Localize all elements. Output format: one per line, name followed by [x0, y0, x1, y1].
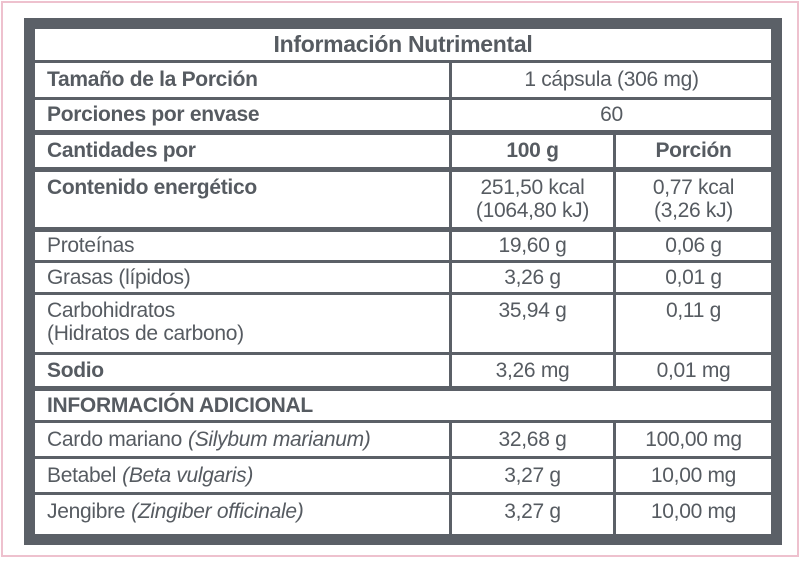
servings-per-container-label: Porciones por envase	[47, 103, 260, 126]
ginger-label: Jengibre (Zingiber officinale)	[35, 495, 449, 524]
ginger-per-portion-value: 10,00 mg	[613, 495, 771, 534]
column-headers-row: Cantidades por 100 g Porción	[35, 130, 771, 167]
beet-row: Betabel (Beta vulgaris) 3,27 g 10,00 mg	[35, 456, 771, 492]
fat-per-100g-value: 3,26 g	[449, 263, 613, 292]
additional-info-header: INFORMACIÓN ADICIONAL	[47, 393, 313, 417]
fat-label: Grasas (lípidos)	[47, 265, 191, 289]
carbohydrates-label-line1: Carbohidratos	[47, 299, 176, 322]
energy-per-100g-kcal: 251,50 kcal	[480, 176, 585, 199]
serving-size-row: Tamaño de la Porción 1 cápsula (306 mg)	[35, 60, 771, 97]
milk-thistle-per-100g-value: 32,68 g	[449, 423, 613, 456]
carbohydrates-per-portion-value: 0,11 g	[613, 295, 771, 352]
amounts-per-label: Cantidades por	[47, 139, 196, 162]
sodium-label: Sodio	[47, 358, 104, 382]
protein-per-portion-value: 0,06 g	[613, 232, 771, 260]
serving-size-label: Tamaño de la Porción	[47, 68, 258, 91]
energy-label: Contenido energético	[47, 176, 257, 199]
milk-thistle-label: Cardo mariano (Silybum marianum)	[35, 428, 449, 452]
carbohydrates-label: Carbohidratos (Hidratos de carbono)	[35, 295, 449, 345]
protein-label: Proteínas	[47, 234, 135, 257]
sodium-per-100g-value: 3,26 mg	[449, 355, 613, 386]
beet-scientific-name: (Beta vulgaris)	[122, 463, 254, 487]
carbohydrates-per-100g-value: 35,94 g	[449, 295, 613, 352]
servings-per-container-value: 60	[449, 100, 771, 130]
beet-per-100g-value: 3,27 g	[449, 459, 613, 492]
additional-info-header-row: INFORMACIÓN ADICIONAL	[35, 386, 771, 420]
table-title: Información Nutrimental	[273, 31, 533, 57]
ginger-per-100g-value: 3,27 g	[449, 495, 613, 534]
energy-per-portion-kj: (3,26 kJ)	[654, 199, 733, 223]
milk-thistle-row: Cardo mariano (Silybum marianum) 32,68 g …	[35, 420, 771, 456]
ginger-name: Jengibre	[47, 500, 126, 523]
carbohydrates-row: Carbohidratos (Hidratos de carbono) 35,9…	[35, 292, 771, 352]
energy-per-100g-value: 251,50 kcal (1064,80 kJ)	[449, 172, 613, 227]
milk-thistle-scientific-name: (Silybum marianum)	[188, 427, 371, 451]
milk-thistle-name: Cardo mariano	[47, 427, 182, 451]
ginger-scientific-name: (Zingiber officinale)	[131, 500, 304, 523]
servings-per-container-row: Porciones por envase 60	[35, 97, 771, 130]
beet-name: Betabel	[47, 463, 117, 487]
protein-per-100g-value: 19,60 g	[449, 232, 613, 260]
energy-per-portion-value: 0,77 kcal (3,26 kJ)	[613, 172, 771, 227]
energy-row: Contenido energético 251,50 kcal (1064,8…	[35, 167, 771, 227]
fat-per-portion-value: 0,01 g	[613, 263, 771, 292]
milk-thistle-per-portion-value: 100,00 mg	[613, 423, 771, 456]
carbohydrates-label-line2: (Hidratos de carbono)	[47, 322, 244, 346]
table-title-row: Información Nutrimental	[35, 29, 771, 60]
energy-per-portion-kcal: 0,77 kcal	[652, 176, 735, 199]
protein-row: Proteínas 19,60 g 0,06 g	[35, 227, 771, 260]
serving-size-value: 1 cápsula (306 mg)	[449, 63, 771, 97]
sodium-per-portion-value: 0,01 mg	[613, 355, 771, 386]
energy-per-100g-kj: (1064,80 kJ)	[475, 199, 590, 223]
nutrition-facts-table: Información Nutrimental Tamaño de la Por…	[24, 18, 782, 545]
fat-row: Grasas (lípidos) 3,26 g 0,01 g	[35, 260, 771, 292]
ginger-row: Jengibre (Zingiber officinale) 3,27 g 10,…	[35, 492, 771, 534]
per-portion-column-header: Porción	[613, 135, 771, 167]
beet-per-portion-value: 10,00 mg	[613, 459, 771, 492]
sodium-row: Sodio 3,26 mg 0,01 mg	[35, 352, 771, 386]
beet-label: Betabel (Beta vulgaris)	[35, 464, 449, 488]
per-100g-column-header: 100 g	[449, 135, 613, 167]
